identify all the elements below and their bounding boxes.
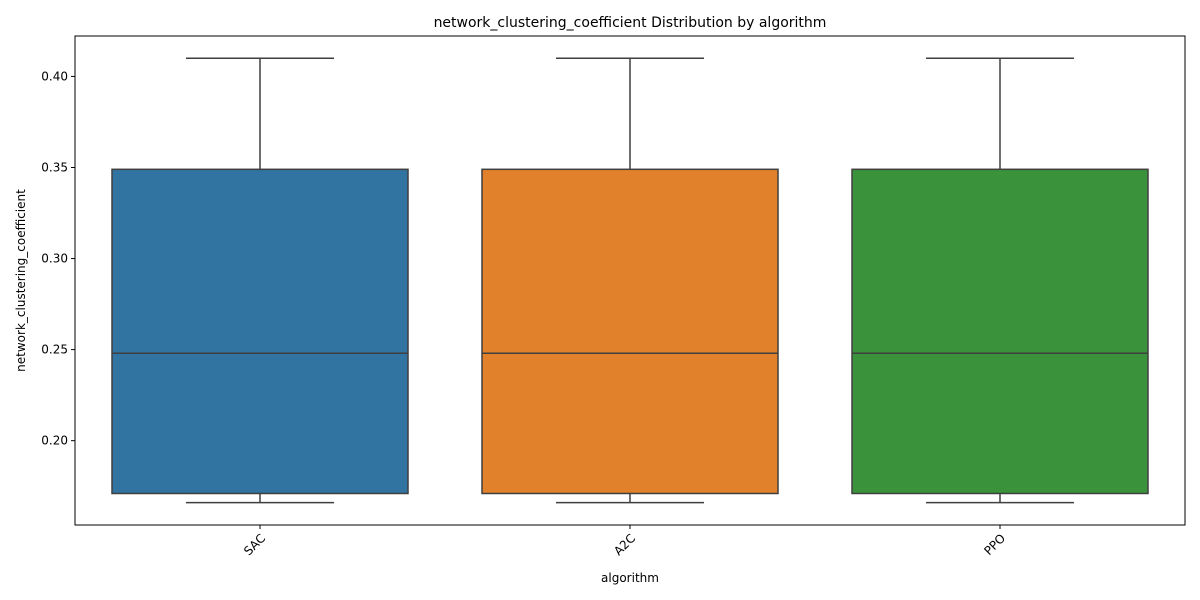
iqr-box xyxy=(481,168,779,495)
y-tick-label: 0.25 xyxy=(41,343,68,357)
chart-title: network_clustering_coefficient Distribut… xyxy=(434,15,827,31)
y-axis: 0.20 0.25 0.30 0.35 0.40 xyxy=(41,69,75,448)
box-ppo xyxy=(851,57,1149,504)
x-tick-label: PPO xyxy=(981,531,1008,558)
box-sac xyxy=(111,57,409,504)
y-tick-label: 0.35 xyxy=(41,160,68,174)
y-axis-label: network_clustering_coefficient xyxy=(14,189,28,372)
x-axis-label: algorithm xyxy=(601,571,659,585)
box-a2c xyxy=(481,57,779,504)
iqr-box xyxy=(851,168,1149,495)
iqr-box xyxy=(111,168,409,495)
x-tick-label: A2C xyxy=(611,531,638,558)
y-tick-label: 0.30 xyxy=(41,252,68,266)
y-tick-label: 0.20 xyxy=(41,434,68,448)
plot-area xyxy=(111,57,1149,504)
x-axis: SAC A2C PPO xyxy=(241,525,1008,558)
y-tick-label: 0.40 xyxy=(41,69,68,83)
x-tick-label: SAC xyxy=(241,531,268,558)
